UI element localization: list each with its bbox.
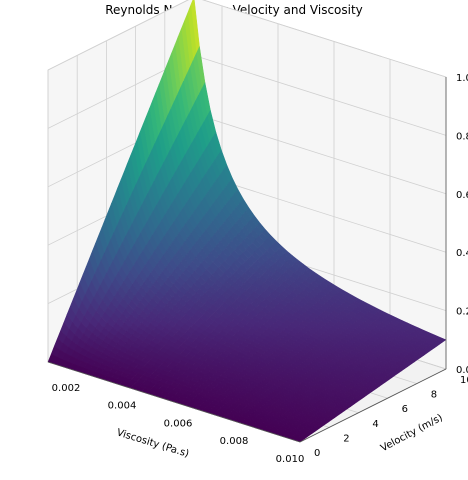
- y-tick-label: 2: [343, 433, 349, 444]
- x-tick-label: 0.010: [276, 454, 305, 465]
- y-tick-label: 4: [372, 419, 378, 430]
- y-tick-label: 6: [402, 404, 408, 415]
- z-tick-label: 0.0: [456, 365, 468, 376]
- y-tick-label: 8: [431, 390, 437, 401]
- y-tick-label: 10: [460, 375, 468, 386]
- x-tick-label: 0.004: [108, 401, 137, 412]
- x-axis-line: [47, 361, 301, 443]
- tick-labels: 0.002 0.004 0.006 0.008 0.010 0 2 4 6 8 100.0 0.2 0.…: [52, 73, 468, 465]
- z-tick-label: 0.6: [456, 190, 468, 201]
- y-tick-label: 0: [314, 448, 320, 459]
- x-tick-label: 0.006: [164, 418, 193, 429]
- y-axis-label: Velocity (m/s): [379, 412, 445, 454]
- z-tick-label: 1.0: [456, 73, 468, 84]
- x-tick-label: 0.008: [220, 436, 249, 447]
- z-tick-label: 0.2: [456, 307, 468, 318]
- z-tick-label: 0.8: [456, 131, 468, 142]
- x-axis-label: Viscosity (Pa.s): [115, 427, 190, 460]
- grid-z-back-4: [193, 55, 447, 136]
- y-axis-line: [299, 368, 447, 443]
- z-tick-label: 0.4: [456, 248, 468, 259]
- axis-lines: [47, 77, 447, 443]
- x-tick-label: 0.002: [52, 383, 81, 394]
- grid-z-back-3: [193, 113, 447, 195]
- grid-z-back-5: [202, 0, 447, 78]
- grid-z-left-5: [47, 0, 189, 71]
